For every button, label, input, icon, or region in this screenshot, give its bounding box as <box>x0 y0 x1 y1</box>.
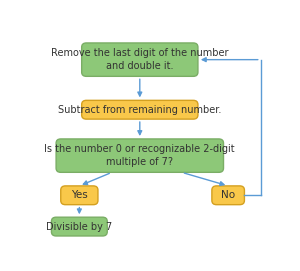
Text: Is the number 0 or recognizable 2-digit
multiple of 7?: Is the number 0 or recognizable 2-digit … <box>44 144 235 167</box>
FancyBboxPatch shape <box>61 186 98 205</box>
FancyBboxPatch shape <box>82 43 198 76</box>
FancyBboxPatch shape <box>52 217 107 236</box>
FancyBboxPatch shape <box>82 100 198 119</box>
FancyBboxPatch shape <box>212 186 244 205</box>
FancyBboxPatch shape <box>56 139 224 172</box>
Text: Remove the last digit of the number
and double it.: Remove the last digit of the number and … <box>51 49 229 71</box>
Text: Yes: Yes <box>71 190 88 200</box>
Text: No: No <box>221 190 235 200</box>
Text: Divisible by 7: Divisible by 7 <box>46 222 112 232</box>
Text: Subtract from remaining number.: Subtract from remaining number. <box>58 105 221 115</box>
